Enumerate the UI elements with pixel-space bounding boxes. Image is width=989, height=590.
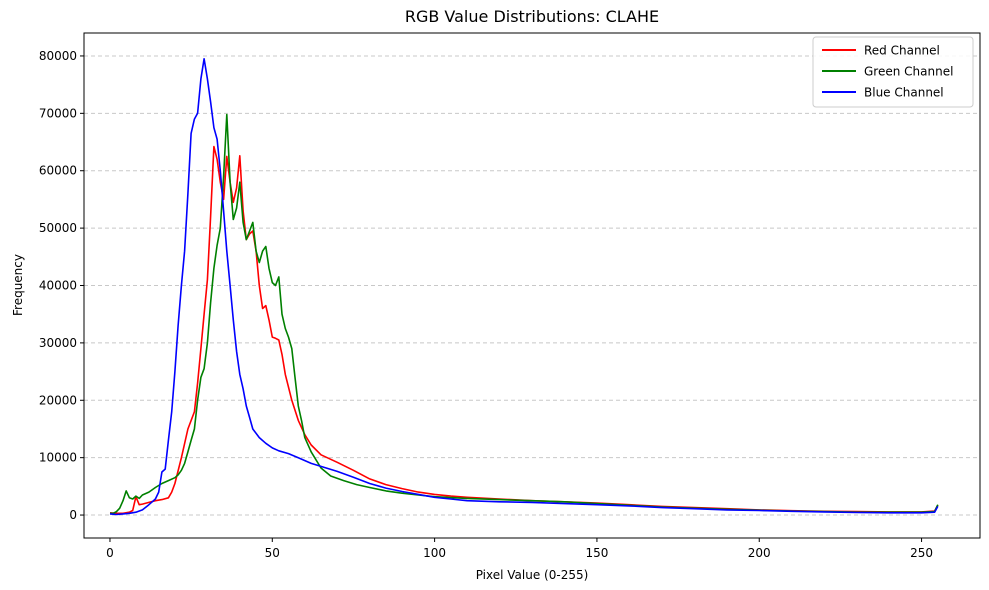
y-tick-label: 60000 — [39, 164, 77, 178]
y-tick-label: 70000 — [39, 106, 77, 120]
y-tick-label: 20000 — [39, 393, 77, 407]
red-channel-legend-label: Red Channel — [864, 44, 940, 58]
x-axis-label: Pixel Value (0-255) — [476, 568, 589, 582]
y-axis-ticks: 0 10000 20000 30000 40000 50000 60000 70000 8000… — [39, 49, 84, 522]
green-channel-legend-label: Green Channel — [864, 65, 953, 79]
x-tick-label: 150 — [585, 546, 608, 560]
y-tick-label: 10000 — [39, 451, 77, 465]
x-tick-label: 0 — [106, 546, 114, 560]
green-channel-line — [110, 113, 939, 515]
y-tick-label: 40000 — [39, 279, 77, 293]
y-tick-label: 50000 — [39, 221, 77, 235]
legend: Red Channel Green Channel Blue Channel — [812, 36, 974, 108]
y-tick-label: 80000 — [39, 49, 77, 63]
y-tick-label: 30000 — [39, 336, 77, 350]
x-tick-label: 250 — [910, 546, 933, 560]
grid-lines — [84, 55, 980, 516]
x-tick-label: 100 — [423, 546, 446, 560]
y-axis-label: Frequency — [11, 254, 25, 316]
y-tick-label: 0 — [69, 508, 77, 522]
series-lines — [109, 58, 939, 516]
blue-channel-line — [109, 58, 939, 516]
x-axis-ticks: 0 50 100 150 200 250 — [106, 538, 933, 560]
chart-title: RGB Value Distributions: CLAHE — [405, 7, 659, 26]
legend-box — [812, 36, 974, 108]
x-tick-label: 200 — [748, 546, 771, 560]
x-tick-label: 50 — [265, 546, 280, 560]
blue-channel-legend-label: Blue Channel — [864, 86, 944, 100]
